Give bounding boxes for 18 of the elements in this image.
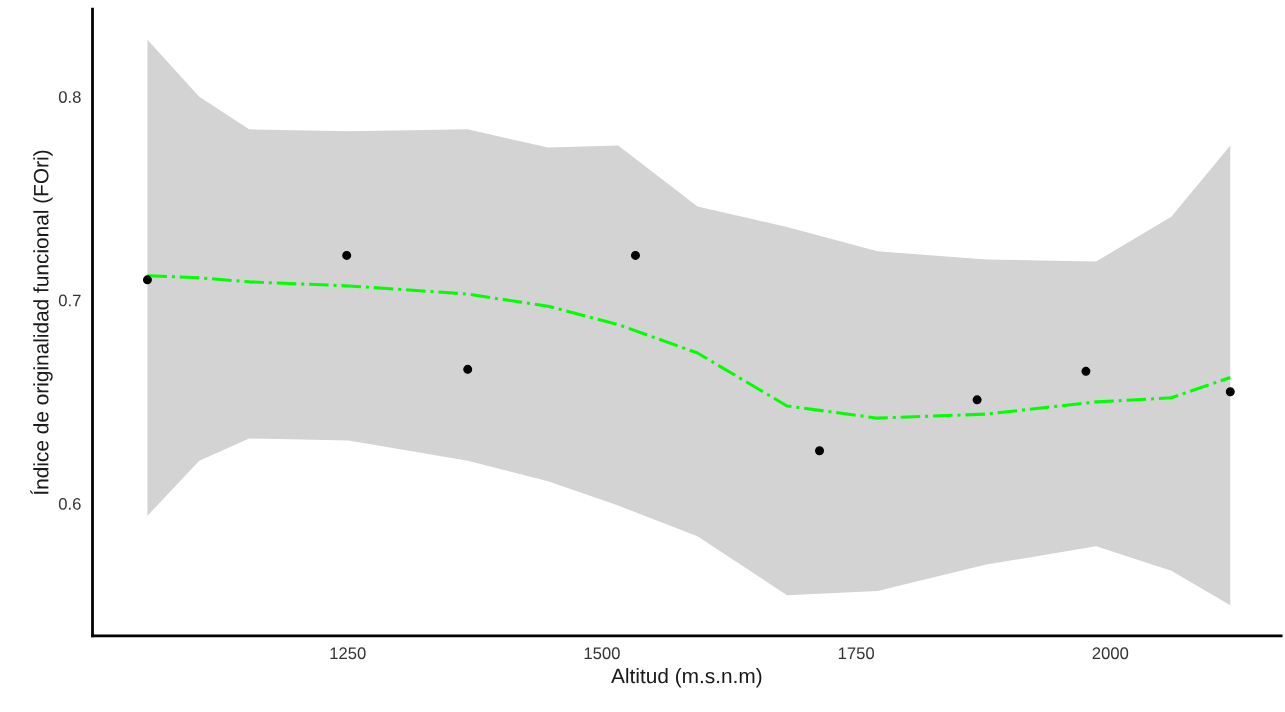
point bbox=[142, 275, 152, 285]
x-axis-title: Altitud (m.s.n.m) bbox=[611, 668, 762, 688]
point bbox=[342, 250, 352, 260]
x-tick-label: 2000 bbox=[1092, 647, 1129, 660]
point bbox=[1225, 387, 1235, 397]
line-series bbox=[145, 274, 1232, 420]
point bbox=[972, 395, 982, 405]
x-tick-label: 1500 bbox=[584, 647, 620, 660]
point bbox=[815, 446, 825, 456]
point bbox=[1081, 366, 1091, 376]
y-tick-label: 0.7 bbox=[58, 294, 81, 307]
point bbox=[630, 250, 640, 260]
y-tick-label: 0.8 bbox=[58, 91, 81, 103]
x-tick-label: 1250 bbox=[330, 647, 366, 660]
point bbox=[463, 364, 473, 374]
x-tick-label: 1750 bbox=[838, 647, 875, 660]
y-tick-label: 0.6 bbox=[58, 497, 81, 510]
y-axis-title: Índice de originalidad funcional (FOri) bbox=[30, 150, 53, 495]
